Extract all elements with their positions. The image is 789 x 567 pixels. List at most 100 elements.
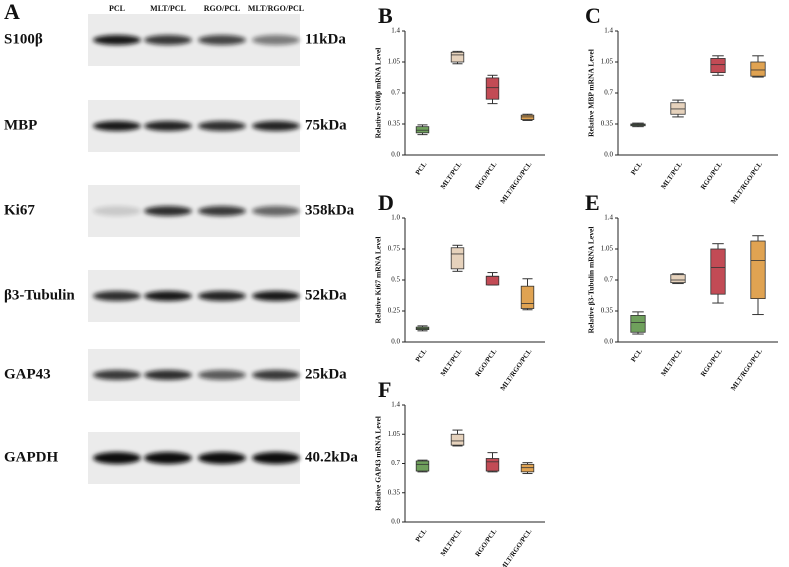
x-tick-label: MLT/PCL [439,160,464,190]
x-tick-label: PCL [414,160,429,176]
y-tick-label: 0.7 [604,89,613,97]
size-label: 52kDa [305,287,347,303]
y-tick-label: 1.05 [601,58,614,66]
blot-band [144,121,192,131]
x-tick-label: MLT/PCL [439,347,464,377]
y-tick-label: 1.05 [601,245,614,253]
size-label: 40.2kDa [305,449,358,465]
box [485,275,500,286]
blot-band [198,206,246,216]
blot-band [93,452,141,464]
blot-band [93,370,141,380]
x-tick-label: RGO/PCL [699,160,724,191]
y-axis-label: Relative MBP mRNA Level [587,49,596,137]
blot-band [93,291,141,301]
x-tick-label: MLT/PCL [439,527,464,557]
blot-band [198,35,246,45]
blot-band [93,121,141,131]
y-tick-label: 0.0 [391,518,400,526]
y-tick-label: 1.05 [388,430,401,438]
x-tick-label: MLT/RGO/PCL [499,347,534,392]
x-tick-label: MLT/RGO/PCL [499,160,534,205]
lane-label: MLT/RGO/PCL [248,4,304,13]
box [750,240,766,299]
y-tick-label: 0.35 [388,488,401,496]
blot-band [252,291,300,301]
box [485,77,500,100]
y-tick-label: 0.7 [391,89,400,97]
blot-band [144,35,192,45]
y-tick-label: 0.7 [604,276,613,284]
y-tick-label: 0.35 [388,120,401,128]
y-tick-label: 1.4 [604,214,613,222]
protein-label: Ki67 [4,202,35,218]
panel-letter: E [585,190,600,215]
blot-band [93,35,141,45]
y-tick-label: 1.4 [604,27,613,35]
protein-label: GAPDH [4,449,58,465]
panel-letter: F [378,377,391,402]
blot-band [93,206,141,216]
x-tick-label: PCL [414,347,429,363]
y-tick-label: 0.0 [391,151,400,159]
y-tick-label: 1.4 [391,27,400,35]
x-tick-label: RGO/PCL [474,527,499,558]
x-tick-label: MLT/PCL [659,347,684,377]
y-axis-label: Relative S100β mRNA Level [374,48,383,139]
size-label: 358kDa [305,202,355,218]
y-tick-label: 0.7 [391,459,400,467]
blot-band [252,206,300,216]
blot-band [198,452,246,464]
box [450,433,465,446]
lane-label: RGO/PCL [204,4,240,13]
y-axis-label: Relative β3-Tubulin mRNA Level [587,227,596,334]
y-axis-label: Relative GAP43 mRNA Level [374,416,383,511]
box [670,102,686,115]
blot-band [252,121,300,131]
y-tick-label: 1.4 [391,401,400,409]
size-label: 25kDa [305,366,347,382]
y-tick-label: 0.0 [604,338,613,346]
blot-band [198,291,246,301]
protein-label: β3-Tubulin [4,287,75,303]
box [415,460,430,472]
blot-band [198,370,246,380]
size-label: 75kDa [305,117,347,133]
box [520,463,535,473]
box [750,61,766,77]
y-axis-label: Relative Ki67 mRNA Level [374,237,383,324]
blot-band [144,452,192,464]
protein-label: S100β [4,31,43,47]
x-tick-label: PCL [414,527,429,543]
box [520,285,535,309]
panel-letter: B [378,3,393,28]
size-label: 11kDa [305,31,346,47]
protein-label: GAP43 [4,366,51,382]
x-tick-label: MLT/PCL [659,160,684,190]
box [710,58,726,74]
x-tick-label: MLT/RGO/PCL [729,347,764,392]
x-tick-label: PCL [629,160,644,176]
blot-band [252,452,300,464]
y-tick-label: 0.5 [391,276,400,284]
blot-band [252,370,300,380]
x-tick-label: RGO/PCL [699,347,724,378]
x-tick-label: RGO/PCL [474,347,499,378]
x-tick-label: PCL [629,347,644,363]
x-tick-label: MLT/RGO/PCL [499,527,534,567]
blot-band [252,35,300,45]
panel-letter: D [378,190,394,215]
lane-label: MLT/PCL [150,4,186,13]
y-tick-label: 0.35 [601,120,614,128]
box [450,247,465,270]
panel-letter: C [585,3,601,28]
lane-label: PCL [109,4,125,13]
y-tick-label: 0.0 [391,338,400,346]
box [630,315,646,333]
blot-band [198,121,246,131]
panel-letter: A [4,0,20,24]
y-tick-label: 1.05 [388,58,401,66]
box [415,126,430,134]
box [450,51,465,63]
